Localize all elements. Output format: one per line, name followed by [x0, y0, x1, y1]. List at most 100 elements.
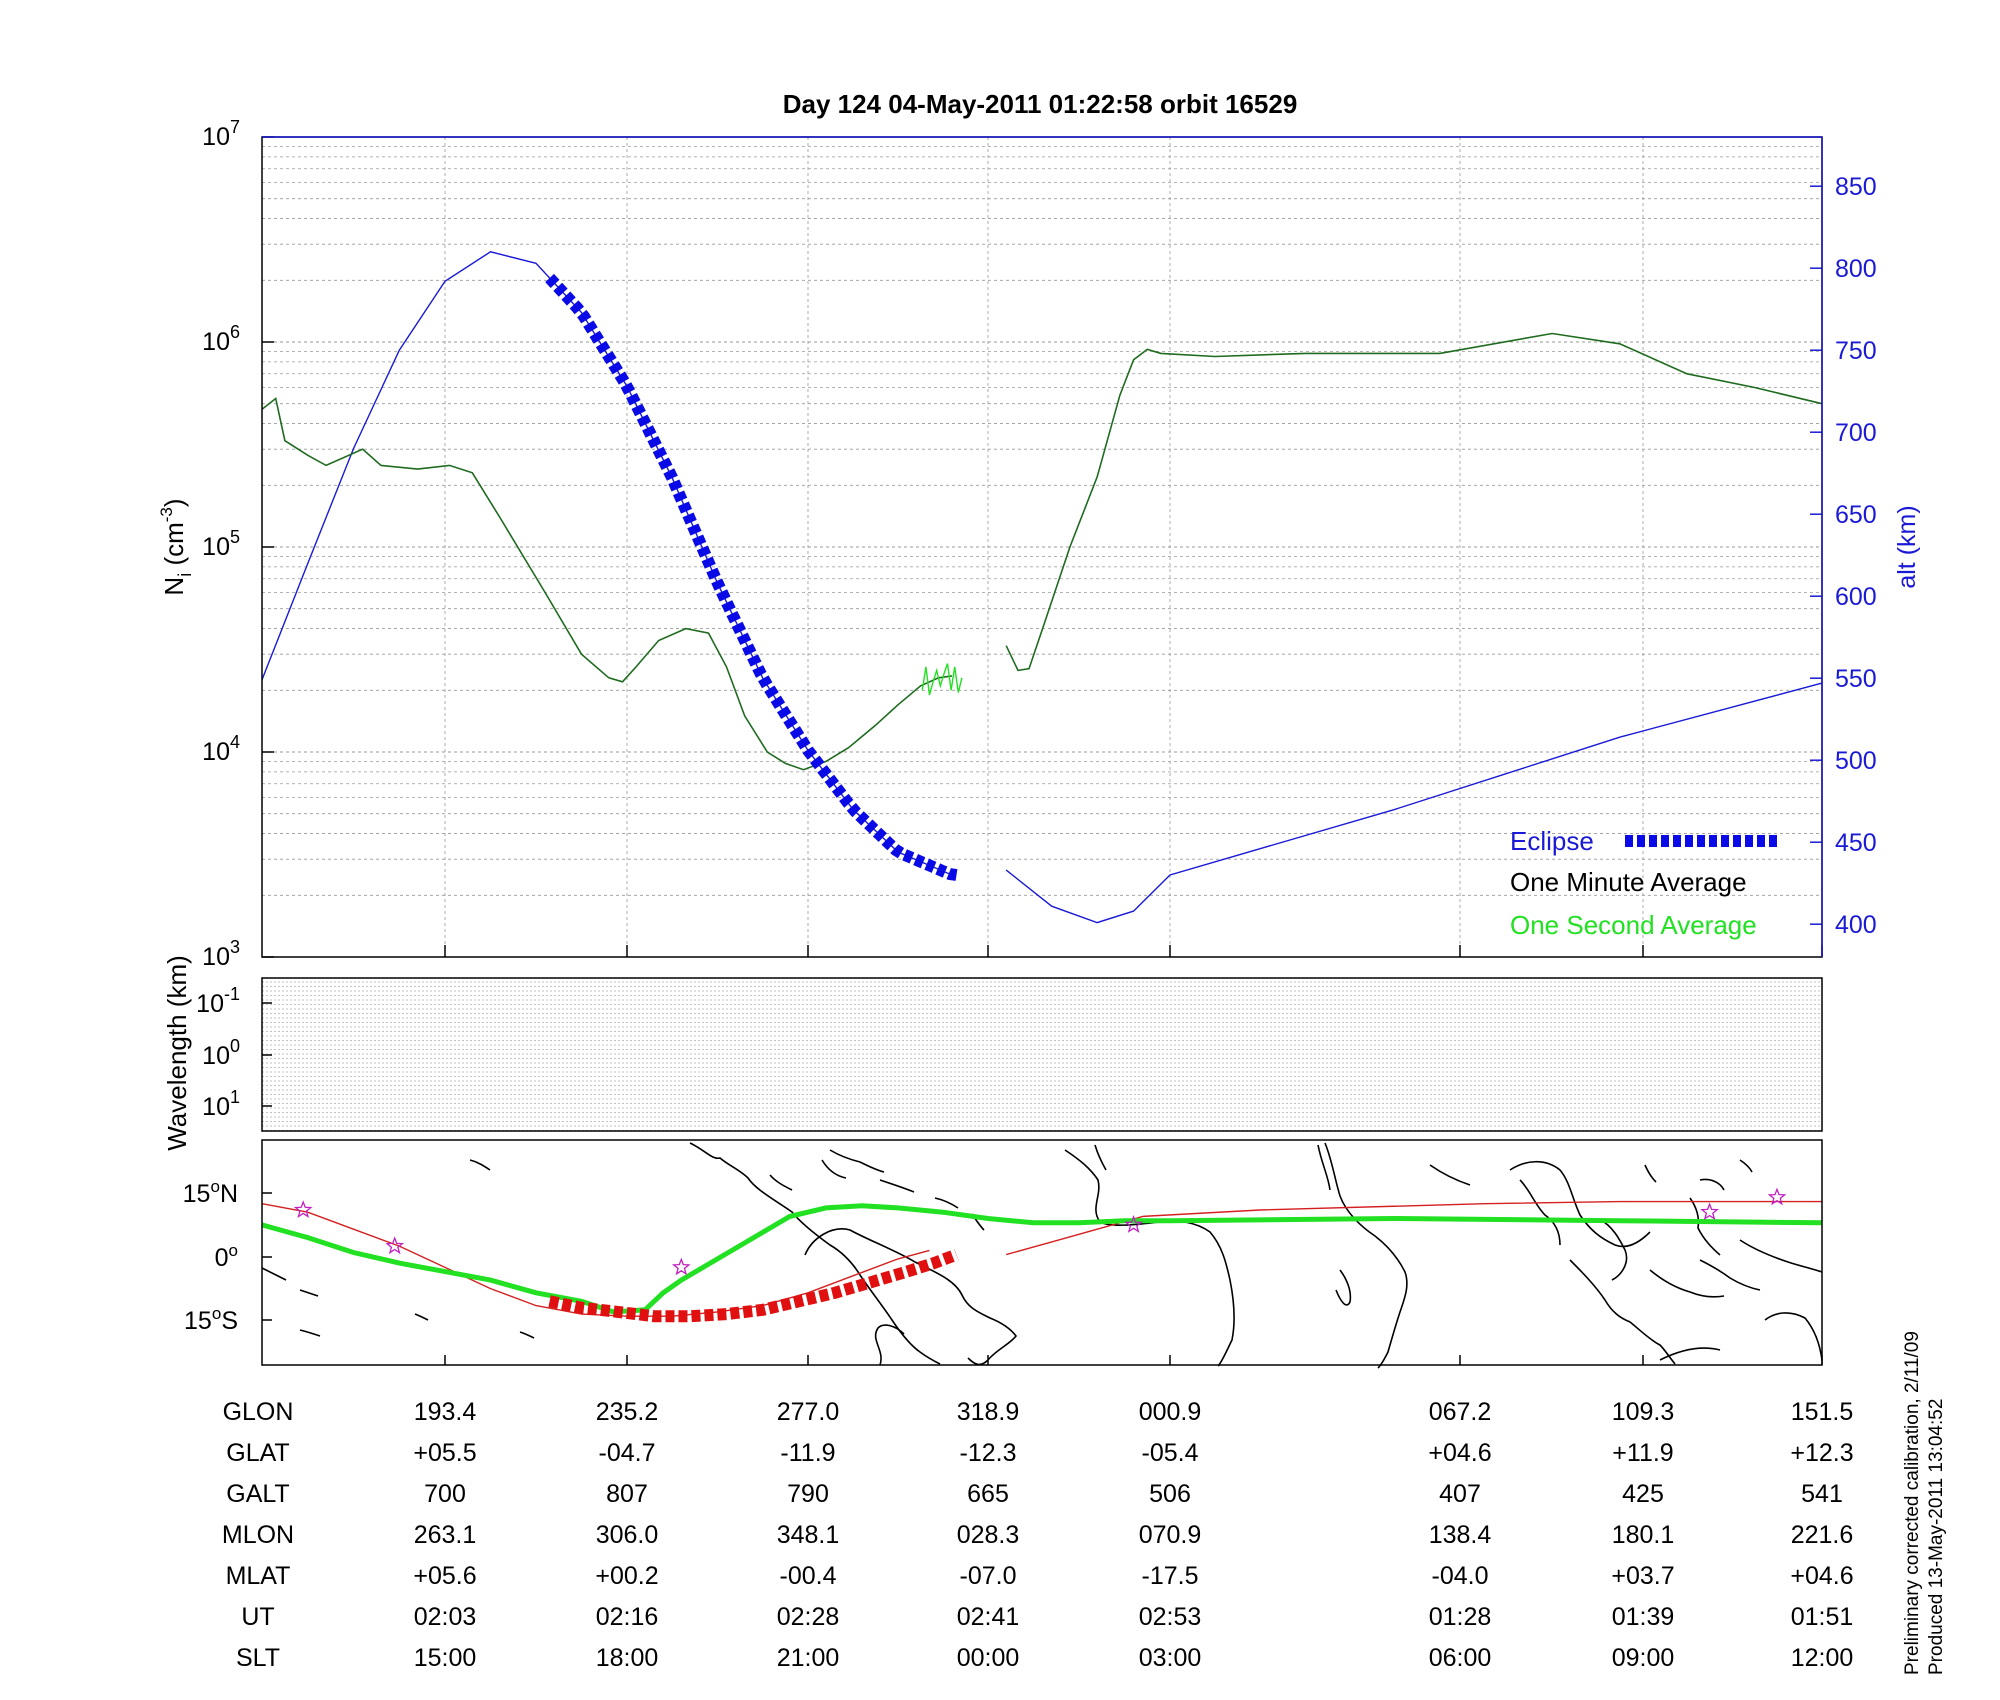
star-marker	[385, 1236, 405, 1255]
altitude-y-tick-label: 550	[1835, 665, 1877, 693]
table-row-label: UT	[241, 1603, 274, 1631]
table-row-label: GLON	[223, 1398, 294, 1426]
one-second-average-line	[921, 663, 963, 696]
altitude-y-tick-label: 850	[1835, 173, 1877, 201]
altitude-y-tick-label: 500	[1835, 747, 1877, 775]
density-y-tick-label: 103	[202, 937, 240, 971]
side-note-calibration: Preliminary corrected calibration, 2/11/…	[1902, 1331, 1923, 1675]
table-cell: 01:51	[1791, 1603, 1854, 1631]
table-cell: 306.0	[596, 1521, 659, 1549]
latitude-tick-label: 15oS	[184, 1304, 238, 1335]
altitude-y-tick-label: 700	[1835, 419, 1877, 447]
table-cell: 235.2	[596, 1398, 659, 1426]
table-row-label: MLAT	[226, 1562, 291, 1590]
table-row-label: GLAT	[226, 1439, 289, 1467]
table-cell: +04.6	[1790, 1562, 1853, 1590]
latitude-tick-label: 0o	[215, 1241, 238, 1272]
star-marker	[1124, 1215, 1143, 1233]
table-cell: 407	[1439, 1480, 1481, 1508]
table-cell: 425	[1622, 1480, 1664, 1508]
table-cell: -04.0	[1432, 1562, 1489, 1590]
table-cell: 02:41	[957, 1603, 1020, 1631]
table-cell: 02:28	[777, 1603, 840, 1631]
table-cell: 277.0	[777, 1398, 840, 1426]
table-cell: -07.0	[960, 1562, 1017, 1590]
ground-track-line	[261, 1203, 1823, 1315]
altitude-y-tick-label: 750	[1835, 337, 1877, 365]
table-cell: 263.1	[414, 1521, 477, 1549]
density-y-tick-label: 104	[202, 732, 240, 766]
altitude-y-tick-label: 450	[1835, 829, 1877, 857]
table-cell: 12:00	[1791, 1644, 1854, 1672]
table-cell: -11.9	[780, 1439, 835, 1467]
table-cell: +04.6	[1428, 1439, 1491, 1467]
table-cell: 665	[967, 1480, 1009, 1508]
legend-one-second-label: One Second Average	[1510, 910, 1757, 940]
table-cell: 01:39	[1612, 1603, 1675, 1631]
table-cell: 506	[1149, 1480, 1191, 1508]
table-cell: -17.5	[1142, 1562, 1199, 1590]
table-cell: +12.3	[1790, 1439, 1853, 1467]
table-cell: 541	[1801, 1480, 1843, 1508]
one-minute-average-line	[261, 397, 953, 771]
table-cell: 18:00	[596, 1644, 659, 1672]
eclipse-altitude-overlay	[545, 273, 958, 881]
table-row-label: MLON	[222, 1521, 294, 1549]
table-cell: -04.7	[599, 1439, 656, 1467]
table-cell: +00.2	[595, 1562, 658, 1590]
orbit-parameter-table: GLON GLAT GALT MLON MLAT UT SLT 193.4 +05.5 700 26…	[222, 1398, 1854, 1672]
table-cell: +03.7	[1611, 1562, 1674, 1590]
star-marker	[671, 1257, 691, 1276]
table-cell: 21:00	[777, 1644, 840, 1672]
table-cell: 02:16	[596, 1603, 659, 1631]
star-marker	[1767, 1187, 1787, 1206]
density-panel: 103 104 105 106 107 400 450 500 550 600 650 700 750 8…	[157, 117, 1921, 971]
table-cell: 790	[787, 1480, 829, 1508]
table-cell: +05.5	[413, 1439, 476, 1467]
table-cell: 193.4	[414, 1398, 477, 1426]
density-y-tick-label: 106	[202, 322, 240, 356]
table-cell: 348.1	[777, 1521, 840, 1549]
latitude-tick-label: 15oN	[183, 1177, 238, 1208]
one-minute-average-line	[1005, 332, 1823, 672]
wavelength-y-tick-label: 100	[202, 1036, 240, 1070]
table-cell: -12.3	[960, 1439, 1017, 1467]
eclipse-track-line	[548, 1248, 959, 1323]
table-cell: 109.3	[1612, 1398, 1675, 1426]
altitude-y-label: alt (km)	[1893, 505, 1921, 588]
chart-title: Day 124 04-May-2011 01:22:58 orbit 16529	[783, 89, 1298, 119]
table-cell: +05.6	[413, 1562, 476, 1590]
orbit-track-line	[1006, 1200, 1822, 1256]
table-cell: 06:00	[1429, 1644, 1492, 1672]
table-cell: 02:53	[1139, 1603, 1202, 1631]
wavelength-y-tick-label: 101	[202, 1087, 240, 1121]
table-cell: -00.4	[780, 1562, 837, 1590]
table-cell: 318.9	[957, 1398, 1020, 1426]
ground-track-panel: 15oN 0o 15oS	[183, 1139, 1823, 1369]
density-y-tick-label: 105	[202, 527, 240, 561]
altitude-y-tick-label: 800	[1835, 255, 1877, 283]
table-cell: 221.6	[1791, 1521, 1854, 1549]
star-marker	[293, 1200, 313, 1218]
table-cell: +11.9	[1612, 1439, 1673, 1467]
legend-eclipse-label: Eclipse	[1510, 826, 1594, 856]
wavelength-y-label: Wavelength (km)	[162, 955, 192, 1151]
table-cell: 070.9	[1139, 1521, 1202, 1549]
wavelength-y-tick-label: 10-1	[196, 984, 240, 1018]
side-note-produced: Produced 13-May-2011 13:04:52	[1926, 1399, 1947, 1675]
table-cell: 00:00	[957, 1644, 1020, 1672]
wavelength-panel: 10-1 100 101 Wavelength (km)	[162, 955, 1823, 1151]
altitude-y-tick-label: 650	[1835, 501, 1877, 529]
table-cell: 807	[606, 1480, 648, 1508]
table-cell: 180.1	[1612, 1521, 1675, 1549]
density-y-tick-label: 107	[202, 117, 240, 151]
table-cell: 09:00	[1612, 1644, 1675, 1672]
table-cell: 02:03	[414, 1603, 477, 1631]
table-cell: 700	[424, 1480, 466, 1508]
table-row-label: SLT	[236, 1644, 280, 1672]
ground-track-plot-frame	[261, 1139, 1823, 1366]
star-marker	[1700, 1202, 1719, 1221]
table-row-label: GALT	[226, 1480, 289, 1508]
density-y-label: Ni (cm-3)	[157, 498, 195, 595]
